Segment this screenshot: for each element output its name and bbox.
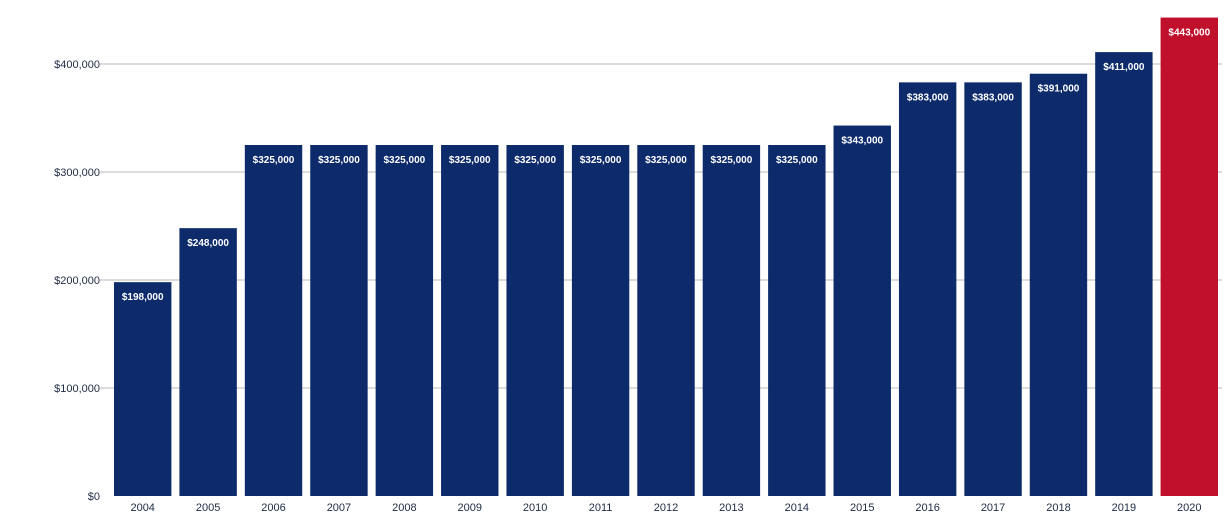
data-label: $343,000 [841, 136, 883, 147]
x-tick-label: 2012 [654, 502, 678, 514]
data-label: $325,000 [776, 155, 818, 166]
data-label: $325,000 [711, 155, 753, 166]
bar [637, 145, 695, 496]
x-tick-label: 2016 [915, 502, 939, 514]
x-tick-label: 2018 [1046, 502, 1070, 514]
bar [768, 145, 826, 496]
x-tick-label: 2005 [196, 502, 220, 514]
y-tick-label: $300,000 [54, 167, 100, 179]
data-label: $325,000 [253, 155, 295, 166]
x-tick-label: 2008 [392, 502, 416, 514]
bar [506, 145, 564, 496]
data-label: $325,000 [318, 155, 360, 166]
bar-highlighted [1160, 17, 1218, 497]
bar [375, 145, 434, 496]
data-label: $443,000 [1168, 28, 1210, 39]
data-label: $325,000 [580, 155, 622, 166]
bar [964, 82, 1022, 497]
bar [310, 145, 368, 496]
x-tick-label: 2006 [261, 502, 285, 514]
x-tick-label: 2017 [981, 502, 1005, 514]
bar [1095, 52, 1153, 497]
x-tick-label: 2014 [785, 502, 809, 514]
data-label: $325,000 [449, 155, 491, 166]
x-tick-label: 2009 [458, 502, 482, 514]
bar [1029, 73, 1088, 496]
data-label: $248,000 [187, 238, 229, 249]
bar [833, 125, 891, 496]
data-label: $383,000 [972, 92, 1014, 103]
bar [441, 145, 499, 496]
bar [114, 282, 172, 496]
x-axis: 2004 2005 2006 2007 2008 2009 2010 2011 2012 2013… [130, 502, 1201, 514]
data-label: $411,000 [1103, 62, 1145, 73]
x-tick-label: 2007 [327, 502, 351, 514]
bar [244, 145, 303, 496]
y-tick-label: $400,000 [54, 59, 100, 71]
bar [571, 145, 630, 496]
data-label: $325,000 [383, 155, 425, 166]
data-label: $383,000 [907, 92, 949, 103]
bar [702, 145, 761, 496]
y-tick-label: $0 [88, 491, 100, 503]
x-tick-label: 2010 [523, 502, 547, 514]
data-label: $325,000 [514, 155, 556, 166]
bars: $198,000 $248,000 $325,000 $325,000 $325,000… [114, 17, 1218, 497]
data-label: $198,000 [122, 292, 164, 303]
x-tick-label: 2020 [1177, 502, 1201, 514]
x-tick-label: 2019 [1112, 502, 1136, 514]
data-label: $325,000 [645, 155, 687, 166]
y-axis: $0 $100,000 $200,000 $300,000 $400,000 [54, 59, 100, 503]
x-tick-label: 2013 [719, 502, 743, 514]
y-tick-label: $200,000 [54, 275, 100, 287]
x-tick-label: 2011 [589, 502, 613, 514]
x-tick-label: 2015 [850, 502, 874, 514]
bar [179, 228, 237, 496]
bar [898, 82, 957, 497]
data-label: $391,000 [1038, 84, 1080, 95]
x-tick-label: 2004 [130, 502, 154, 514]
y-tick-label: $100,000 [54, 383, 100, 395]
